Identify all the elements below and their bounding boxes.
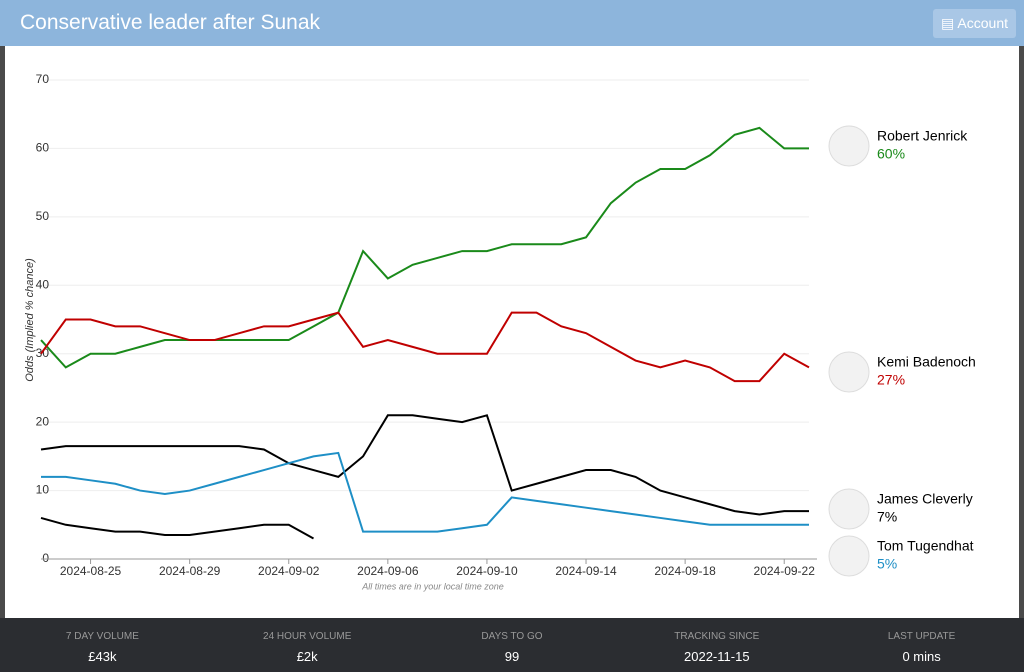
stat-label: 24 HOUR VOLUME — [263, 631, 352, 642]
series-line — [40, 414, 809, 516]
y-tick-label: 70 — [36, 72, 50, 86]
legend-name: Tom Tugendhat — [877, 538, 974, 554]
x-tick-label: 2024-08-29 — [159, 564, 221, 578]
stat-value: 2022-11-15 — [684, 649, 750, 664]
y-tick-label: 40 — [36, 277, 50, 291]
header: Conservative leader after Sunak ▤ Accoun… — [0, 0, 1024, 46]
y-tick-label: 20 — [36, 414, 50, 428]
stat-value: 99 — [504, 649, 520, 664]
series-line — [40, 311, 810, 383]
legend-value: 5% — [877, 556, 897, 572]
x-tick-label: 2024-09-18 — [654, 564, 716, 578]
x-tick-label: 2024-09-02 — [258, 564, 320, 578]
stat-label: 7 DAY VOLUME — [65, 631, 139, 642]
legend-value: 27% — [877, 372, 905, 388]
footer: 7 DAY VOLUME £43k 24 HOUR VOLUME £2k DAYS TO… — [0, 618, 1024, 672]
avatar — [828, 351, 870, 393]
x-tick-label: 2024-09-10 — [456, 564, 518, 578]
account-button[interactable]: ▤ Account — [933, 9, 1016, 38]
y-axis-label: Odds (Implied % chance) — [24, 258, 36, 382]
stat-label: TRACKING SINCE — [674, 631, 760, 642]
series-line — [40, 516, 314, 540]
legend-value: 60% — [877, 146, 905, 162]
stat-label: DAYS TO GO — [481, 631, 543, 642]
avatar — [828, 535, 870, 577]
y-tick-label: 50 — [36, 209, 50, 223]
footnote: All times are in your local time zone — [361, 581, 504, 591]
series-line — [40, 126, 809, 369]
legend-name: Robert Jenrick — [877, 128, 968, 144]
stat: DAYS TO GO 99 — [410, 618, 615, 672]
stat-value: £43k — [88, 649, 117, 664]
stat-value: 0 mins — [902, 649, 941, 664]
y-tick-label: 0 — [42, 551, 49, 565]
series-line — [41, 451, 809, 533]
title: Conservative leader after Sunak — [20, 11, 320, 34]
stat: TRACKING SINCE 2022-11-15 — [614, 618, 819, 672]
account-label[interactable]: Account — [957, 15, 1008, 31]
y-tick-label: 60 — [36, 141, 50, 155]
x-tick-label: 2024-09-06 — [357, 564, 419, 578]
stat-label: LAST UPDATE — [887, 631, 956, 642]
y-tick-label: 10 — [36, 483, 50, 497]
chart: Odds (Implied % chance) All times are in… — [24, 72, 976, 591]
stat-value: £2k — [296, 649, 318, 664]
x-tick-label: 2024-09-14 — [555, 564, 617, 578]
legend-name: Kemi Badenoch — [877, 354, 976, 370]
x-tick-label: 2024-08-25 — [60, 564, 122, 578]
avatar — [828, 125, 870, 167]
avatar — [828, 488, 870, 530]
x-tick-label: 2024-09-22 — [754, 564, 816, 578]
stat: 7 DAY VOLUME £43k — [0, 618, 205, 672]
stat: LAST UPDATE 0 mins — [819, 618, 1024, 672]
legend-value: 7% — [877, 509, 897, 525]
legend-name: James Cleverly — [877, 491, 973, 507]
stat: 24 HOUR VOLUME £2k — [205, 618, 410, 672]
